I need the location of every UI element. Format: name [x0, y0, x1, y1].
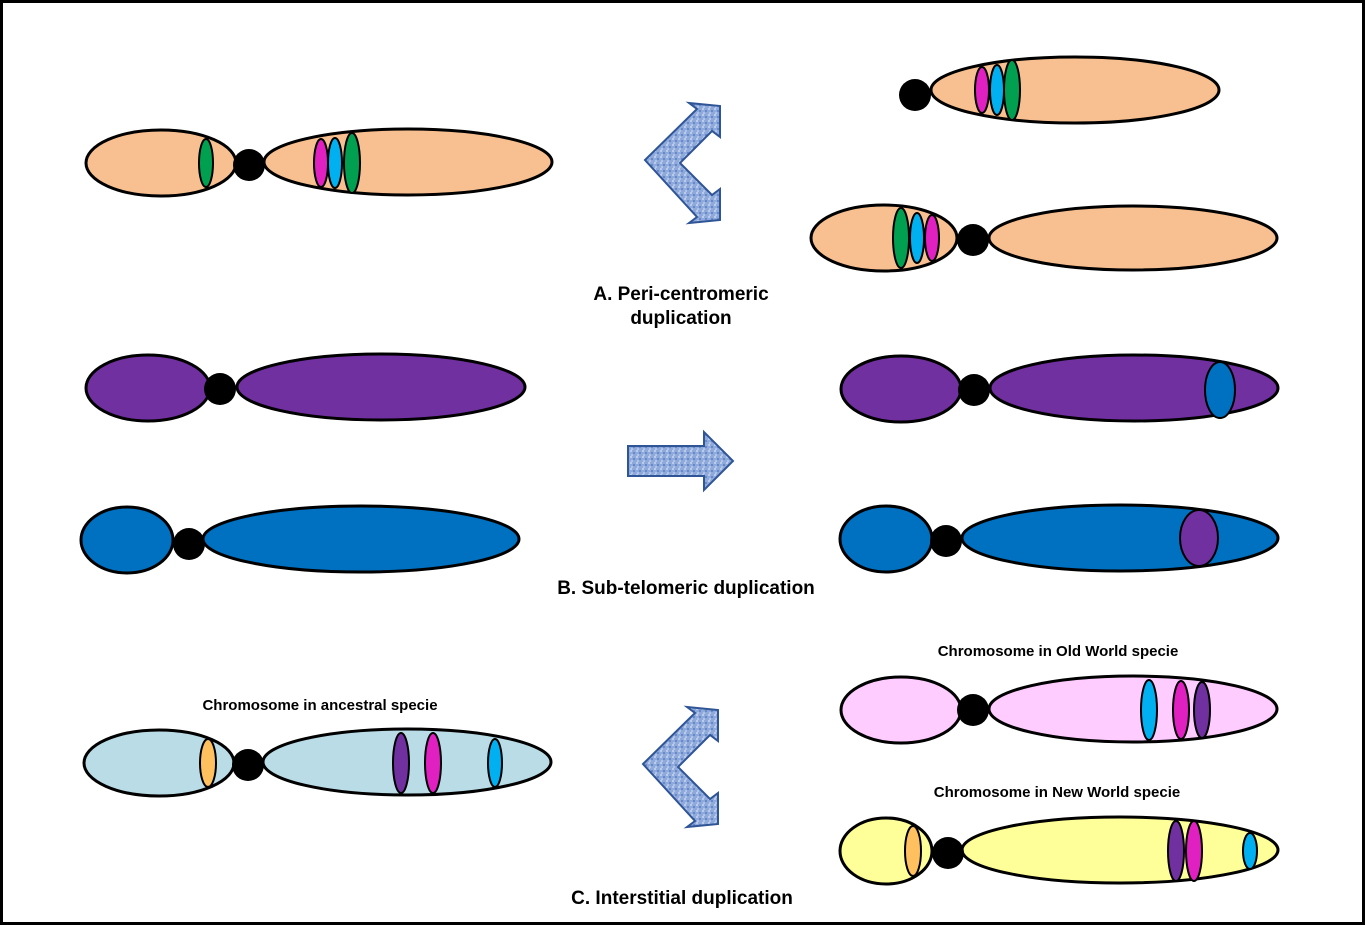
chromosome-c-ancestral: [82, 727, 553, 798]
ancestral-label: Chromosome in ancestral specie: [202, 697, 437, 714]
section-a-label-line2: duplication: [630, 308, 731, 329]
old-world-label: Chromosome in Old World specie: [938, 643, 1179, 660]
section-c-label: C. Interstitial duplication: [571, 888, 793, 909]
section-a-label-line1: A. Peri-centromeric: [593, 284, 769, 305]
chromosome-b-blue-result: [838, 503, 1280, 574]
chromosome-c-new-world: [838, 815, 1280, 886]
split-arrow-a: [643, 101, 721, 225]
chromosome-a-top: [899, 55, 1221, 125]
chromosome-b-blue-original: [79, 504, 521, 575]
section-b-label: B. Sub-telomeric duplication: [557, 578, 815, 599]
new-world-label: Chromosome in New World specie: [934, 784, 1180, 801]
split-arrow-c: [641, 705, 719, 829]
chromosome-c-old-world: [839, 674, 1279, 745]
chromosome-b-purple-original: [84, 352, 527, 423]
chromosome-a-bottom: [809, 203, 1279, 273]
chromosome-a-original: [84, 127, 554, 198]
right-arrow-b: [627, 429, 735, 493]
chromosome-b-purple-result: [839, 353, 1280, 424]
